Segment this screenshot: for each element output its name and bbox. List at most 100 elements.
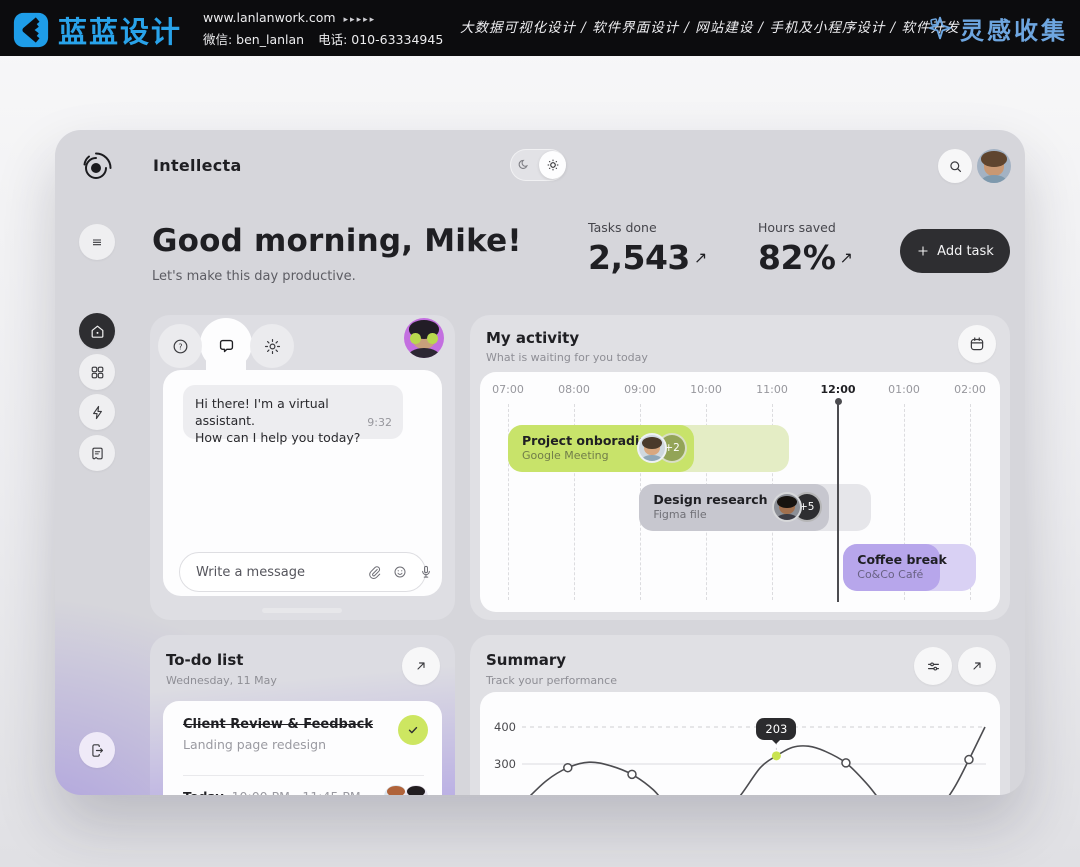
assistant-message: Hi there! I'm a virtual assistant. How c… [183,385,403,445]
stat-label: Tasks done [588,220,657,235]
current-time-line [837,402,839,602]
add-task-button[interactable]: Add task [900,229,1010,273]
stat-value: 82% [758,238,836,277]
app-name: Intellecta [153,156,242,175]
todo-subtitle: Wednesday, 11 May [166,674,277,687]
promo-top-bar: 蓝蓝设计 www.lanlanwork.com ▸▸▸▸▸ 微信: ben_lan… [0,0,1080,56]
current-time-dot [834,398,842,405]
website-url[interactable]: www.lanlanwork.com [203,10,336,25]
plus-icon [918,246,928,256]
message-input[interactable] [196,564,366,580]
intellecta-logo-icon [83,152,112,179]
user-avatar[interactable] [977,149,1011,183]
sidebar-item-home[interactable] [79,313,115,349]
home-icon [91,325,103,338]
todo-panel: To-do list Wednesday, 11 May Client Revi… [150,635,455,795]
lanlan-logo-text: 蓝蓝设计 [58,15,183,49]
activity-subtitle: What is waiting for you today [486,351,648,364]
search-button[interactable] [938,149,972,183]
todo-expand-button[interactable] [402,647,440,685]
lanlan-logo: 蓝蓝设计 [12,9,182,51]
event-project-onborading[interactable]: Project onborading Google Meeting +2 [508,425,695,472]
attendee-avatar [637,433,668,463]
performance-chart-card: 400 300 203 [480,692,1000,795]
summary-subtitle: Track your performance [486,674,617,687]
sidebar-item-automations[interactable] [79,394,115,430]
sidebar-item-notes[interactable] [79,435,115,471]
timeline-hour-label: 09:00 [624,383,656,396]
stat-hours-saved: Hours saved 82% ↗ [758,220,853,277]
timeline-hour-label: 07:00 [492,383,524,396]
timeline-hour-label: 11:00 [756,383,788,396]
assistant-avatar [404,318,444,358]
timeline-hour-label: 10:00 [690,383,722,396]
tab-settings[interactable] [250,324,294,368]
timeline-gridline [574,404,575,600]
chart-svg: 400 300 [494,720,986,795]
event-coffee-break[interactable]: Coffee break Co&Co Café [843,544,947,591]
sun-icon [547,159,558,171]
lightning-icon [92,405,102,419]
trend-up-icon: ↗ [693,248,707,267]
stat-tasks-done: Tasks done 2,543 ↗ [588,220,707,277]
attachment-icon[interactable] [366,564,382,580]
todo-schedule: Today10:00 PM - 11:45 PM [183,789,361,795]
data-point [964,754,974,765]
event-title: Design research [653,492,768,507]
gear-icon [264,338,280,354]
todo-item-subtitle: Landing page redesign [183,737,326,752]
summary-expand-button[interactable] [958,647,996,685]
tab-chat[interactable] [204,324,248,368]
event-design-research[interactable]: Design research Figma file +5 [639,484,829,531]
stat-label: Hours saved [758,220,836,235]
menu-button[interactable] [79,224,115,260]
emoji-icon[interactable] [392,564,408,580]
timeline-gridline [970,404,971,600]
services-list: 大数据可视化设计 / 软件界面设计 / 网站建设 / 手机及小程序设计 / 软件… [460,20,960,36]
svg-text:?: ? [178,342,182,351]
greeting-title: Good morning, Mike! [152,223,522,259]
event-subtitle: Google Meeting [522,449,609,462]
dark-mode-option[interactable] [511,151,538,179]
theme-toggle[interactable] [510,149,566,181]
trend-up-icon: ↗ [839,248,853,267]
sidebar-item-apps[interactable] [79,354,115,390]
arrow-up-right-icon [973,662,981,670]
todo-item-title: Client Review & Feedback [183,717,373,732]
contact-block: www.lanlanwork.com ▸▸▸▸▸ 微信: ben_lanlan 电话… [203,8,443,50]
logout-button[interactable] [79,732,115,768]
calendar-button[interactable] [958,325,996,363]
performance-chart: 400 300 203 [480,692,1000,795]
todo-assignees [382,783,430,795]
summary-filter-button[interactable] [914,647,952,685]
tab-help[interactable]: ? [158,324,202,368]
chat-bubble-icon [219,339,233,352]
url-arrows-icon: ▸▸▸▸▸ [343,15,377,25]
inspiration-collect-logo: 灵感收集 [927,0,1068,56]
event-attendees: +2 [637,433,688,463]
event-subtitle: Co&Co Café [857,568,924,581]
divider [183,775,424,776]
sliders-icon [927,661,939,671]
light-mode-option[interactable] [539,151,566,179]
chat-card: Hi there! I'm a virtual assistant. How c… [163,370,442,596]
todo-complete-checkbox[interactable] [398,715,428,745]
message-time: 9:32 [367,416,392,429]
greeting-subtitle: Let's make this day productive. [152,269,356,284]
microphone-icon[interactable] [418,564,434,580]
todo-item-card[interactable]: Client Review & Feedback Landing page re… [163,701,442,795]
check-icon [408,726,418,734]
event-attendees: +5 [771,492,822,522]
search-icon [949,160,961,172]
logout-icon [91,743,103,757]
event-title: Coffee break [857,552,947,567]
event-subtitle: Figma file [653,508,707,521]
moon-icon [518,159,528,170]
panel-drag-handle[interactable] [262,608,342,613]
timeline-card: 07:00 08:00 09:00 10:00 11:00 12:00 01:00 02:00… [480,372,1000,612]
help-icon: ? [173,339,187,353]
timeline-hour-label: 01:00 [888,383,920,396]
timeline-gridline [904,404,905,600]
inspiration-collect-text: 灵感收集 [960,15,1068,45]
lanlan-logo-icon [13,12,49,48]
